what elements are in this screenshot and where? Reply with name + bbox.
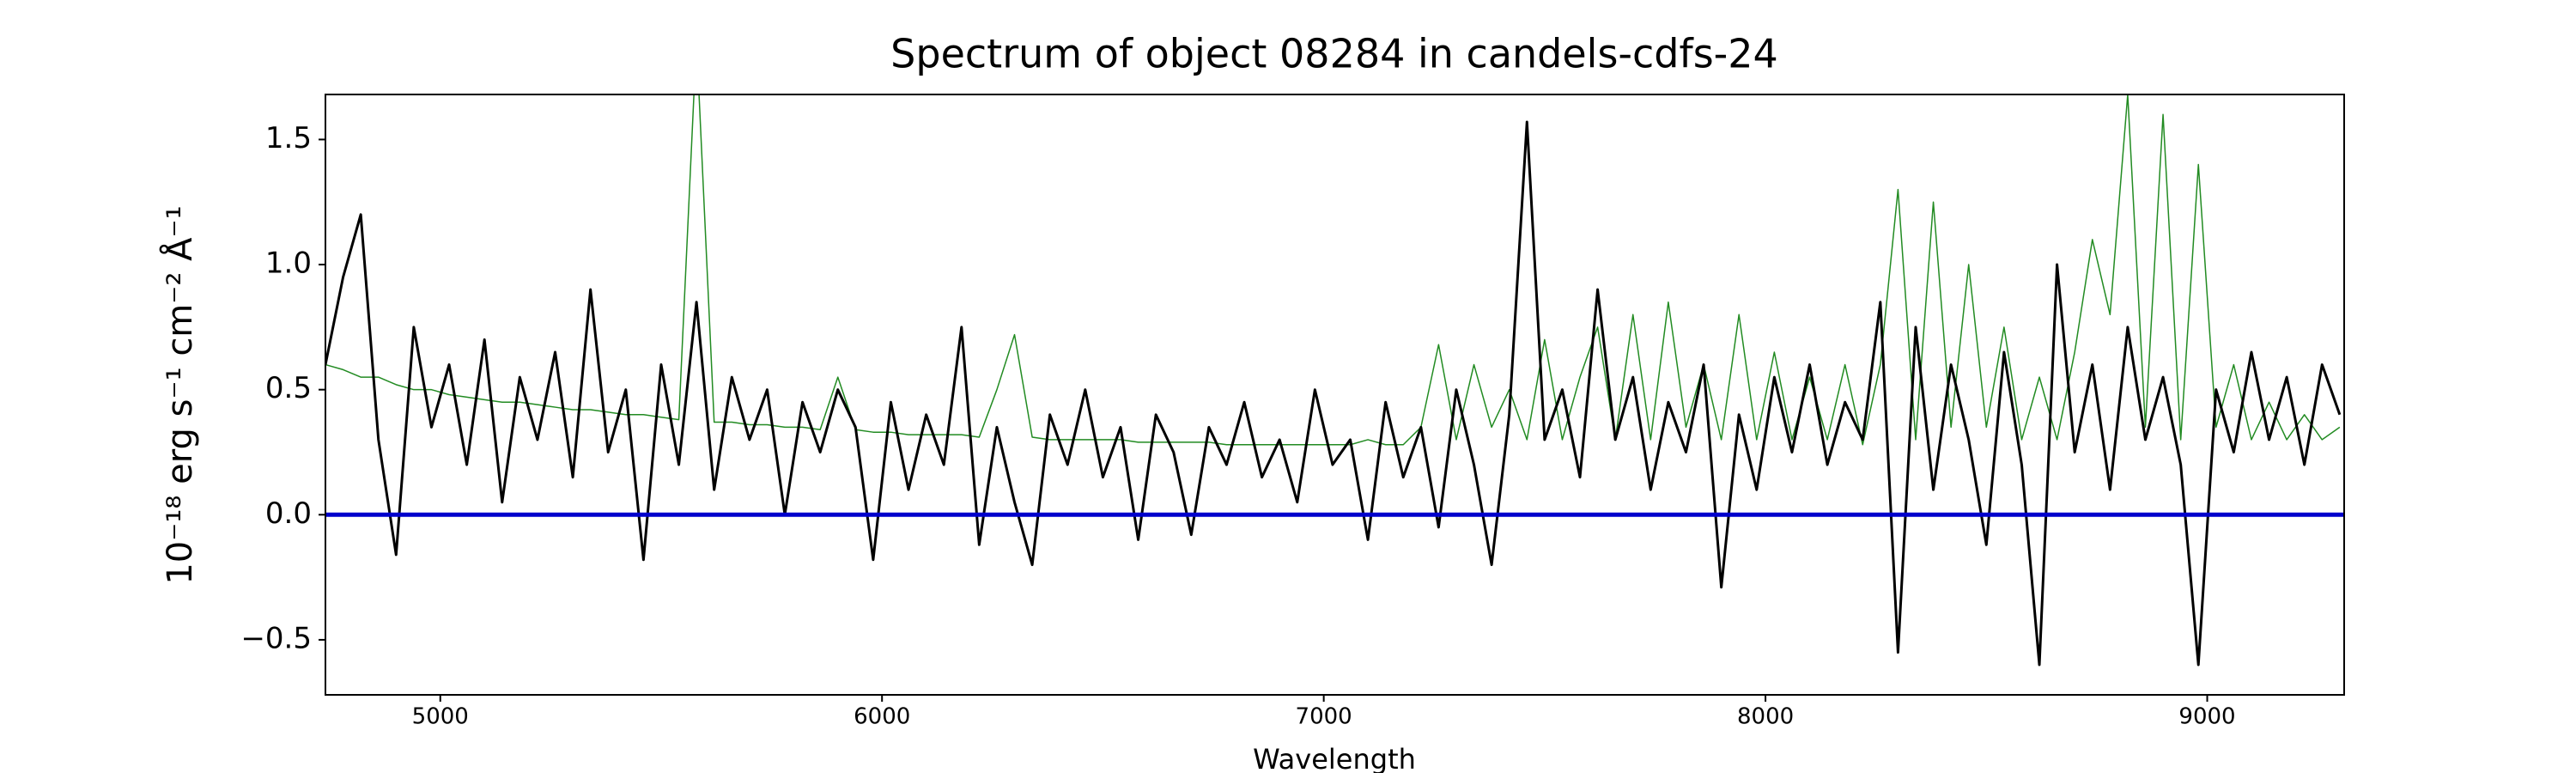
spectrum-line: [325, 120, 2342, 666]
y-tick-label: 0.5: [265, 371, 312, 405]
y-tick-label: 0.0: [265, 496, 312, 531]
plot-frame: [325, 94, 2345, 696]
x-tick-label: 8000: [1737, 704, 1794, 730]
spectrum-line: [325, 94, 2341, 446]
x-tick-label: 9000: [2178, 704, 2235, 730]
y-tick-label: −0.5: [240, 621, 312, 655]
chart-title: Spectrum of object 08284 in candels-cdfs…: [890, 31, 1778, 77]
x-axis-label: Wavelength: [1253, 743, 1416, 773]
y-tick-label: 1.0: [265, 247, 312, 281]
x-tick-label: 6000: [854, 704, 910, 730]
x-tick-label: 7000: [1296, 704, 1352, 730]
plot-area: [325, 94, 2344, 666]
x-tick-label: 5000: [412, 704, 469, 730]
y-axis-label: 10⁻¹⁸ erg s⁻¹ cm⁻² Å⁻¹: [159, 205, 200, 584]
y-tick-label: 1.5: [265, 121, 312, 155]
